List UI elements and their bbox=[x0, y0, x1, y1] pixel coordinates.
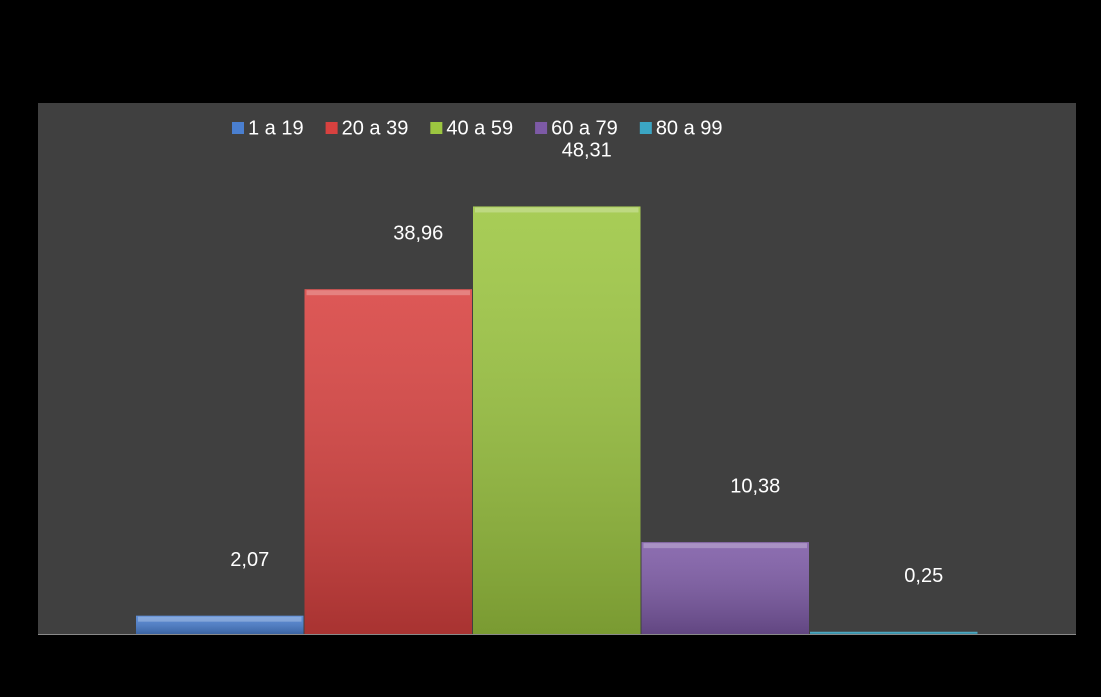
bar-shade bbox=[810, 631, 978, 634]
legend-swatch bbox=[430, 122, 443, 134]
legend-label: 1 a 19 bbox=[248, 117, 304, 139]
data-label: 2,07 bbox=[230, 549, 269, 571]
legend-label: 40 a 59 bbox=[446, 117, 513, 139]
bar-bevel bbox=[643, 543, 807, 549]
legend-swatch bbox=[232, 122, 244, 134]
bar-bevel bbox=[138, 616, 302, 622]
legend-swatch bbox=[535, 122, 548, 134]
bar-shade bbox=[641, 542, 809, 634]
data-label: 38,96 bbox=[393, 222, 443, 244]
data-label: 10,38 bbox=[730, 475, 780, 497]
bar-bevel bbox=[306, 290, 470, 296]
bar-shade bbox=[304, 289, 472, 634]
bar-shade bbox=[473, 206, 641, 635]
bar-shade bbox=[136, 615, 304, 634]
legend-swatch bbox=[325, 122, 338, 134]
legend-label: 60 a 79 bbox=[551, 117, 618, 139]
legend-label: 80 a 99 bbox=[656, 117, 723, 139]
legend-label: 20 a 39 bbox=[342, 117, 409, 139]
data-label: 48,31 bbox=[562, 140, 612, 162]
data-label: 0,25 bbox=[904, 565, 943, 587]
bar-bevel bbox=[475, 207, 639, 213]
legend-swatch bbox=[639, 122, 652, 134]
